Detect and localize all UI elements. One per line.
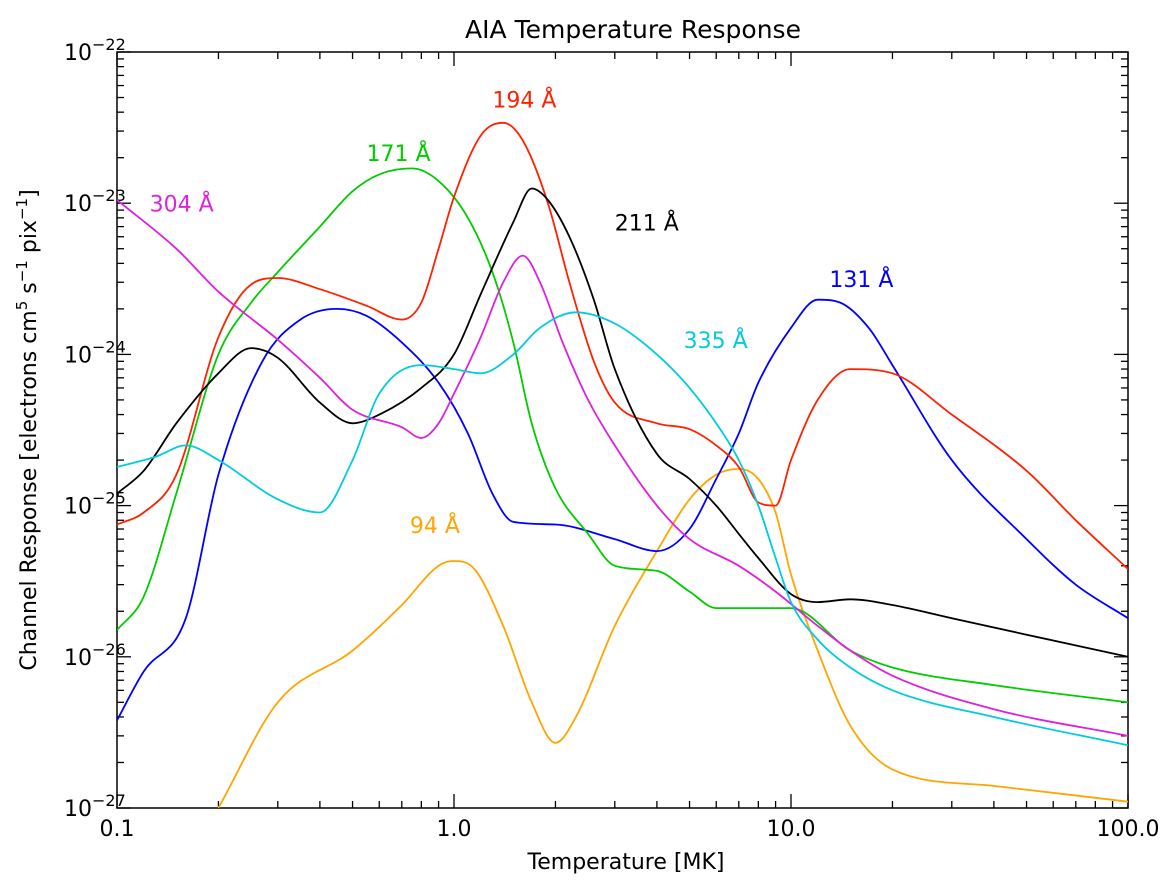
series-lines: [117, 121, 1128, 808]
x-axis-title: Temperature [MK]: [527, 850, 725, 875]
series-line-0: [217, 468, 1128, 808]
series-label-4: 211 Å: [615, 209, 679, 236]
y-tick-label: 10−26: [64, 640, 126, 671]
y-tick-labels: 10−27 10−26 10−25 10−24 10−23 10−22: [64, 35, 126, 822]
y-tick-label: 10−23: [64, 186, 126, 217]
series-label-2: 171 Å: [367, 140, 431, 167]
plot-border: [116, 51, 1129, 809]
y-tick-label: 10−25: [64, 489, 126, 520]
x-tick-label: 1.0: [437, 817, 472, 842]
series-line-6: [117, 311, 1128, 747]
series-label-1: 131 Å: [829, 266, 893, 293]
series-label-0: 94 Å: [410, 512, 460, 539]
y-tick-label: 10−27: [64, 791, 126, 822]
series-line-5: [117, 199, 1128, 737]
series-labels: 94 Å 131 Å 171 Å 194 Å 211 Å 304 Å 335 Å: [150, 86, 894, 538]
y-tick-label: 10−22: [64, 35, 126, 66]
series-label-6: 335 Å: [684, 327, 748, 354]
series-line-1: [117, 298, 1128, 721]
x-tick-labels: 0.1 1.0 10.0 100.0: [100, 817, 1160, 842]
x-tick-label: 10.0: [767, 817, 816, 842]
series-line-3: [117, 121, 1128, 570]
y-tick-label: 10−24: [64, 337, 126, 368]
y-axis-title: Channel Response [electrons cm5 s−1 pix−…: [13, 189, 42, 670]
series-line-2: [117, 167, 1128, 704]
axis-ticks: [116, 51, 1129, 809]
x-tick-label: 0.1: [100, 817, 135, 842]
plot-frame: [116, 51, 1129, 809]
x-tick-label: 100.0: [1097, 817, 1160, 842]
series-label-3: 194 Å: [492, 86, 556, 113]
series-label-5: 304 Å: [150, 191, 214, 218]
series-line-4: [117, 187, 1128, 658]
chart-title: AIA Temperature Response: [465, 15, 801, 44]
